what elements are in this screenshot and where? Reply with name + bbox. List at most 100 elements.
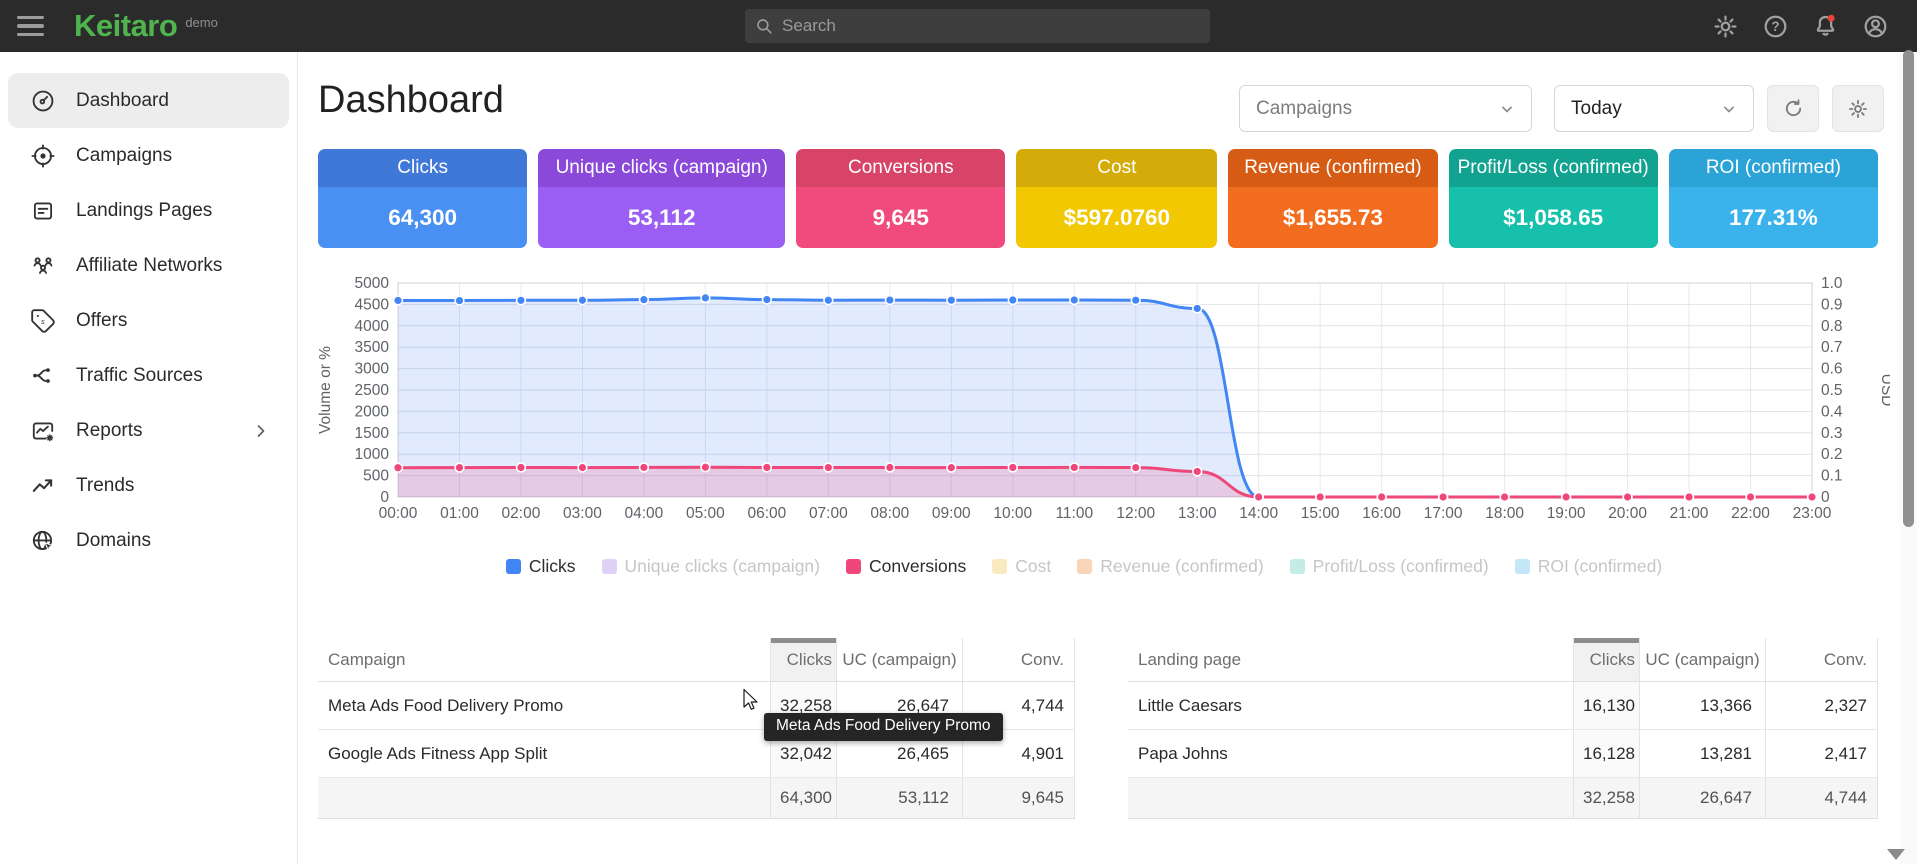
sidebar-item-label: Trends <box>76 475 134 497</box>
sidebar-item-domains[interactable]: Domains <box>8 513 289 568</box>
sidebar-item-landings-pages[interactable]: Landings Pages <box>8 183 289 238</box>
landing-pages-table: Landing page Clicks UC (campaign) Conv. … <box>1128 638 1878 819</box>
hamburger-menu-icon[interactable] <box>17 16 44 36</box>
search-input[interactable] <box>782 16 1200 36</box>
chevron-down-icon <box>1719 99 1739 119</box>
svg-text:0.8: 0.8 <box>1821 318 1843 335</box>
campaigns-filter-select[interactable]: Campaigns <box>1239 85 1532 132</box>
notifications-bell-icon[interactable] <box>1812 13 1839 40</box>
svg-text:12:00: 12:00 <box>1116 505 1155 522</box>
legend-item-clicks[interactable]: Clicks <box>506 556 576 577</box>
date-range-select[interactable]: Today <box>1554 85 1754 132</box>
svg-text:04:00: 04:00 <box>625 505 664 522</box>
svg-text:23:00: 23:00 <box>1793 505 1832 522</box>
uc-total: 53,112 <box>836 778 962 818</box>
scrollbar-thumb[interactable] <box>1903 50 1914 527</box>
campaign-name[interactable]: Google Ads Fitness App Split <box>318 730 770 777</box>
legend-item-roi[interactable]: ROI (confirmed) <box>1515 556 1662 577</box>
column-header-clicks-sorted[interactable]: Clicks <box>1573 638 1639 681</box>
table-row[interactable]: Papa Johns 16,128 13,281 2,417 <box>1128 730 1878 778</box>
svg-text:0.4: 0.4 <box>1821 403 1843 420</box>
row-tooltip: Meta Ads Food Delivery Promo <box>764 713 1003 741</box>
column-header-clicks-sorted[interactable]: Clicks <box>770 638 836 681</box>
column-header-conv[interactable]: Conv. <box>1765 638 1878 681</box>
campaign-name[interactable]: Meta Ads Food Delivery Promo <box>318 682 770 729</box>
legend-item-cost[interactable]: Cost <box>992 556 1051 577</box>
svg-text:?: ? <box>1771 19 1779 34</box>
main-content: Dashboard Campaigns Today <box>298 52 1917 864</box>
svg-text:Volume or %: Volume or % <box>318 346 334 434</box>
sidebar-item-trends[interactable]: Trends <box>8 458 289 513</box>
svg-text:3000: 3000 <box>355 361 390 378</box>
metric-value: $597.0760 <box>1016 187 1217 248</box>
page-scrollbar[interactable] <box>1900 52 1917 864</box>
account-user-icon[interactable] <box>1862 13 1889 40</box>
table-row[interactable]: Little Caesars 16,130 13,366 2,327 <box>1128 682 1878 730</box>
sidebar-item-dashboard[interactable]: Dashboard <box>8 73 289 128</box>
metric-card-clicks[interactable]: Clicks 64,300 <box>318 149 527 248</box>
metric-card-revenue[interactable]: Revenue (confirmed) $1,655.73 <box>1228 149 1437 248</box>
refresh-icon <box>1782 97 1805 120</box>
landing-name[interactable]: Little Caesars <box>1128 682 1573 729</box>
logo-text: Keitaro <box>74 8 177 44</box>
svg-text:500: 500 <box>363 468 389 485</box>
metric-card-profit-loss[interactable]: Profit/Loss (confirmed) $1,058.65 <box>1449 149 1658 248</box>
column-header-landing-page[interactable]: Landing page <box>1128 638 1573 681</box>
metric-card-roi[interactable]: ROI (confirmed) 177.31% <box>1669 149 1878 248</box>
legend-swatch <box>992 559 1007 574</box>
conv-total: 9,645 <box>962 778 1075 818</box>
sidebar-item-offers[interactable]: s Offers <box>8 293 289 348</box>
metric-label: Unique clicks (campaign) <box>538 149 785 187</box>
table-totals-row: 32,258 26,647 4,744 <box>1128 778 1878 819</box>
brand[interactable]: Keitaro demo <box>74 8 218 44</box>
sidebar-item-traffic-sources[interactable]: Traffic Sources <box>8 348 289 403</box>
traffic-chart[interactable]: 0500100015002000250030003500400045005000… <box>318 270 1890 525</box>
legend-swatch <box>1077 559 1092 574</box>
gear-icon <box>1847 98 1869 120</box>
sidebar-item-label: Offers <box>76 310 127 332</box>
sidebar-item-reports[interactable]: Reports <box>8 403 289 458</box>
scroll-down-arrow-icon[interactable] <box>1887 849 1905 860</box>
chevron-down-icon <box>1497 99 1517 119</box>
column-header-uc-campaign[interactable]: UC (campaign) <box>1639 638 1765 681</box>
global-search[interactable] <box>745 9 1210 43</box>
dashboard-settings-button[interactable] <box>1832 85 1884 132</box>
svg-text:2500: 2500 <box>355 382 390 399</box>
search-icon <box>755 17 773 35</box>
svg-text:10:00: 10:00 <box>993 505 1032 522</box>
column-header-conv[interactable]: Conv. <box>962 638 1075 681</box>
uc-value: 13,281 <box>1639 730 1765 777</box>
help-icon[interactable]: ? <box>1762 13 1789 40</box>
legend-item-profit-loss[interactable]: Profit/Loss (confirmed) <box>1290 556 1489 577</box>
notification-dot <box>1828 14 1835 21</box>
legend-item-conversions[interactable]: Conversions <box>846 556 966 577</box>
svg-text:0: 0 <box>1821 489 1830 506</box>
settings-gear-icon[interactable] <box>1712 13 1739 40</box>
sidebar-item-campaigns[interactable]: Campaigns <box>8 128 289 183</box>
column-header-campaign[interactable]: Campaign <box>318 638 770 681</box>
legend-item-unique-clicks[interactable]: Unique clicks (campaign) <box>602 556 821 577</box>
table-header-row: Landing page Clicks UC (campaign) Conv. <box>1128 638 1878 682</box>
metric-card-conversions[interactable]: Conversions 9,645 <box>796 149 1005 248</box>
svg-text:0.6: 0.6 <box>1821 361 1843 378</box>
dashboard-gauge-icon <box>30 88 56 114</box>
svg-text:0.2: 0.2 <box>1821 446 1843 463</box>
landing-name[interactable]: Papa Johns <box>1128 730 1573 777</box>
landing-page-icon <box>30 198 56 224</box>
svg-text:0.9: 0.9 <box>1821 296 1843 313</box>
svg-text:2000: 2000 <box>355 403 390 420</box>
affiliate-networks-people-icon <box>30 253 56 279</box>
metric-card-cost[interactable]: Cost $597.0760 <box>1016 149 1217 248</box>
svg-text:09:00: 09:00 <box>932 505 971 522</box>
svg-text:16:00: 16:00 <box>1362 505 1401 522</box>
sidebar-item-label: Reports <box>76 420 143 442</box>
column-header-uc-campaign[interactable]: UC (campaign) <box>836 638 962 681</box>
legend-swatch <box>602 559 617 574</box>
svg-text:3500: 3500 <box>355 339 390 356</box>
svg-text:18:00: 18:00 <box>1485 505 1524 522</box>
refresh-button[interactable] <box>1767 85 1819 132</box>
legend-item-revenue[interactable]: Revenue (confirmed) <box>1077 556 1263 577</box>
sidebar-item-affiliate-networks[interactable]: Affiliate Networks <box>8 238 289 293</box>
metric-card-unique-clicks[interactable]: Unique clicks (campaign) 53,112 <box>538 149 785 248</box>
reports-chart-icon <box>30 418 56 444</box>
